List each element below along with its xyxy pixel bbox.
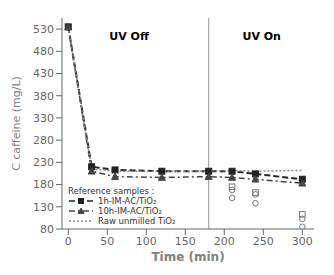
svg-text:150: 150 — [175, 235, 196, 248]
html-text:Reference samples :: Reference samples : — [68, 186, 155, 196]
html-text:Raw unmilled TiO₂: Raw unmilled TiO₂ — [98, 216, 176, 226]
svg-text:480: 480 — [33, 45, 54, 58]
svg-text:UV On: UV On — [242, 30, 280, 43]
svg-text:380: 380 — [33, 90, 54, 103]
svg-text:100: 100 — [136, 235, 157, 248]
svg-text:330: 330 — [33, 112, 54, 125]
svg-text:130: 130 — [33, 201, 54, 214]
svg-text:80: 80 — [40, 223, 54, 236]
svg-text:50: 50 — [100, 235, 114, 248]
html-text:1h-IM-AC/TiO₂: 1h-IM-AC/TiO₂ — [98, 196, 157, 206]
svg-text:300: 300 — [292, 235, 313, 248]
html-text:10h-IM-AC/TiO₂: 10h-IM-AC/TiO₂ — [98, 206, 162, 216]
svg-text:200: 200 — [214, 235, 235, 248]
svg-text:0: 0 — [65, 235, 72, 248]
svg-text:UV Off: UV Off — [109, 30, 149, 43]
svg-text:250: 250 — [253, 235, 274, 248]
svg-text:530: 530 — [33, 23, 54, 36]
svg-text:280: 280 — [33, 134, 54, 147]
svg-text:Time (min): Time (min) — [151, 250, 224, 264]
svg-text:180: 180 — [33, 178, 54, 191]
svg-text:C caffeine (mg/L): C caffeine (mg/L) — [10, 76, 23, 171]
svg-text:230: 230 — [33, 156, 54, 169]
svg-text:430: 430 — [33, 67, 54, 80]
